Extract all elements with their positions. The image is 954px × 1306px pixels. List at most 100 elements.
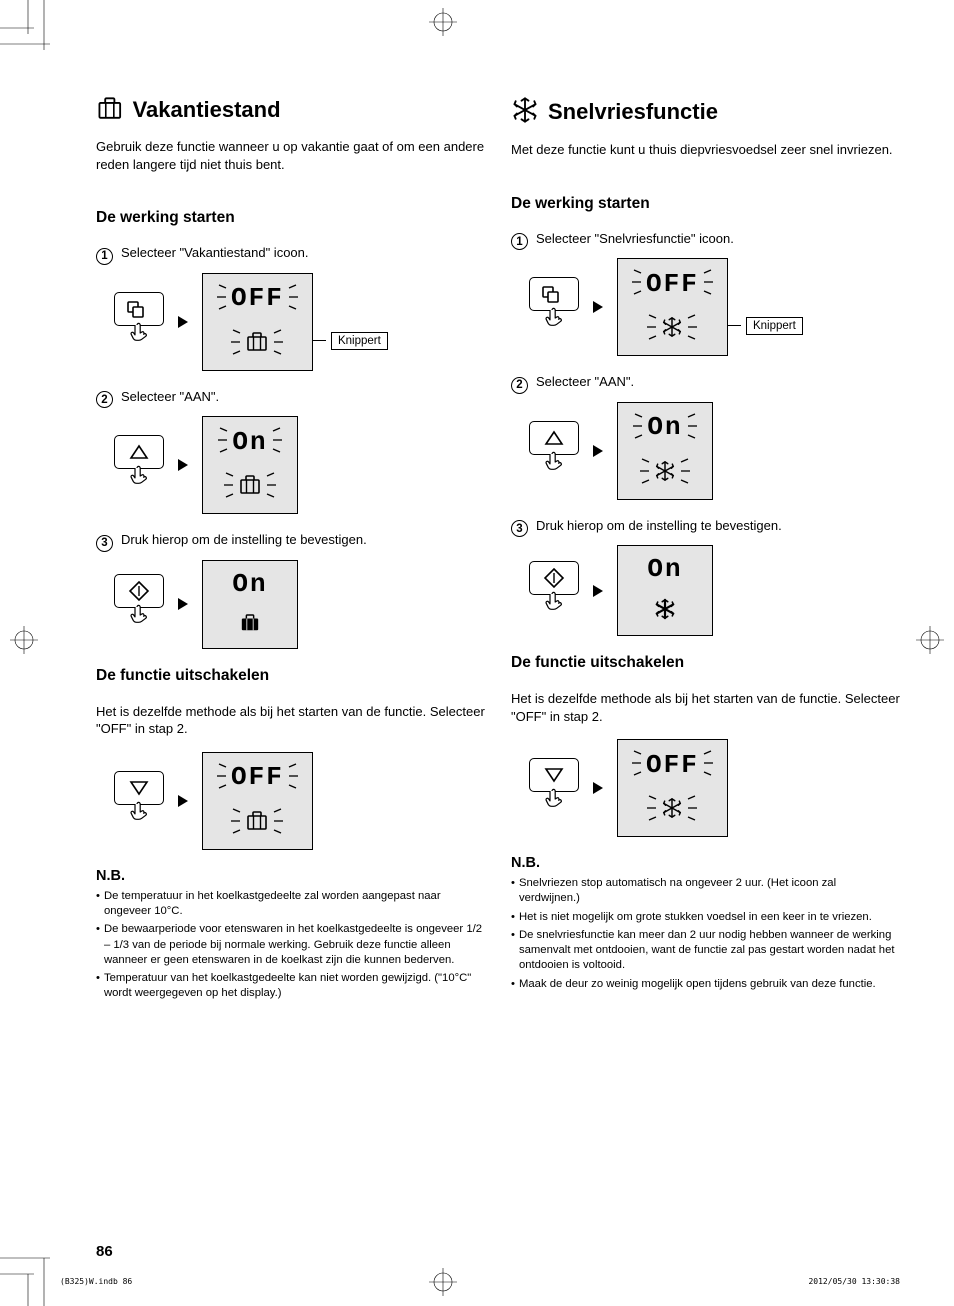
hand-icon xyxy=(127,604,151,633)
step-text: Selecteer "Snelvriesfunctie" icoon. xyxy=(536,231,734,246)
flash-marks-icon xyxy=(216,427,228,456)
hand-icon xyxy=(542,307,566,336)
step-text: Selecteer "AAN". xyxy=(121,389,219,404)
button-press-illustration xyxy=(114,435,164,495)
figure: On xyxy=(114,560,485,649)
figure: On xyxy=(114,416,485,514)
flash-marks-icon xyxy=(703,750,715,779)
display-panel: OFF xyxy=(617,739,728,837)
notes-list: De temperatuur in het koelkastgedeelte z… xyxy=(96,889,485,1002)
page-content: Vakantiestand Gebruik deze functie wanne… xyxy=(96,96,900,1236)
display-panel: On xyxy=(617,545,713,636)
left-column: Vakantiestand Gebruik deze functie wanne… xyxy=(96,96,485,1005)
button-press-illustration xyxy=(529,561,579,621)
step: 2 Selecteer "AAN". xyxy=(96,389,485,407)
step-number: 3 xyxy=(96,535,113,552)
mode-icon xyxy=(654,460,676,485)
hand-icon xyxy=(127,322,151,351)
figure: OFF Knippert xyxy=(114,273,485,371)
arrow-right-icon xyxy=(593,445,603,457)
step-number: 2 xyxy=(511,377,528,394)
hand-icon xyxy=(542,788,566,817)
flash-marks-icon xyxy=(288,763,300,792)
control-button xyxy=(114,771,164,805)
display-text: OFF xyxy=(646,271,699,297)
button-press-illustration xyxy=(114,771,164,831)
arrow-right-icon xyxy=(593,585,603,597)
display-panel: On xyxy=(202,416,298,514)
hand-icon xyxy=(542,451,566,480)
step-text: Druk hierop om de instelling te bevestig… xyxy=(536,518,782,533)
mode-icon xyxy=(654,598,676,623)
disable-heading: De functie uitschakelen xyxy=(511,654,900,672)
notes-heading: N.B. xyxy=(96,868,485,884)
start-heading: De werking starten xyxy=(511,195,900,213)
flash-marks-icon xyxy=(687,314,699,343)
flash-marks-icon xyxy=(215,763,227,792)
intro-text: Met deze functie kunt u thuis diepvriesv… xyxy=(511,141,900,159)
notes-heading: N.B. xyxy=(511,855,900,871)
display-panel: On xyxy=(202,560,298,649)
hand-icon xyxy=(127,801,151,830)
start-heading: De werking starten xyxy=(96,209,485,227)
arrow-right-icon xyxy=(593,782,603,794)
flash-marks-icon xyxy=(222,472,234,501)
step: 1 Selecteer "Snelvriesfunctie" icoon. xyxy=(511,231,900,249)
step-number: 2 xyxy=(96,391,113,408)
step-number: 3 xyxy=(511,520,528,537)
button-press-illustration xyxy=(529,421,579,481)
flash-marks-icon xyxy=(229,808,241,837)
display-text: OFF xyxy=(646,752,699,778)
figure: OFF xyxy=(114,752,485,850)
flash-marks-icon xyxy=(645,314,657,343)
display-text: OFF xyxy=(231,285,284,311)
display-panel: On xyxy=(617,402,713,500)
hand-icon xyxy=(127,465,151,494)
note-item: Maak de deur zo weinig mogelijk open tij… xyxy=(511,977,900,992)
snowflake-icon xyxy=(511,96,539,127)
control-button xyxy=(529,561,579,595)
note-item: De temperatuur in het koelkastgedeelte z… xyxy=(96,889,485,920)
mode-icon xyxy=(238,474,262,499)
flash-marks-icon xyxy=(645,795,657,824)
control-button xyxy=(529,277,579,311)
mode-icon xyxy=(661,316,683,341)
flash-marks-icon xyxy=(703,269,715,298)
page-number: 86 xyxy=(96,1243,113,1260)
display-text: On xyxy=(647,556,682,582)
step-text: Selecteer "AAN". xyxy=(536,374,634,389)
arrow-right-icon xyxy=(178,598,188,610)
control-button xyxy=(529,758,579,792)
suitcase-icon xyxy=(96,96,124,124)
notes-list: Snelvriezen stop automatisch na ongeveer… xyxy=(511,876,900,992)
mode-icon xyxy=(245,331,269,356)
disable-text: Het is dezelfde methode als bij het star… xyxy=(511,690,900,725)
intro-text: Gebruik deze functie wanneer u op vakant… xyxy=(96,138,485,173)
note-item: Snelvriezen stop automatisch na ongeveer… xyxy=(511,876,900,907)
note-item: Temperatuur van het koelkastgedeelte kan… xyxy=(96,971,485,1002)
control-button xyxy=(114,292,164,326)
figure: OFF xyxy=(529,739,900,837)
step-text: Druk hierop om de instelling te bevestig… xyxy=(121,532,367,547)
flash-marks-icon xyxy=(215,284,227,313)
control-button xyxy=(114,574,164,608)
flash-marks-icon xyxy=(272,427,284,456)
disable-text: Het is dezelfde methode als bij het star… xyxy=(96,703,485,738)
flash-marks-icon xyxy=(638,458,650,487)
button-press-illustration xyxy=(529,277,579,337)
button-press-illustration xyxy=(114,292,164,352)
arrow-right-icon xyxy=(178,316,188,328)
mode-icon xyxy=(661,797,683,822)
figure: On xyxy=(529,545,900,636)
display-panel: OFF Knippert xyxy=(617,258,728,356)
figure: OFF Knippert xyxy=(529,258,900,356)
step-text: Selecteer "Vakantiestand" icoon. xyxy=(121,245,309,260)
disable-heading: De functie uitschakelen xyxy=(96,667,485,685)
flash-marks-icon xyxy=(630,269,642,298)
blink-label: Knippert xyxy=(331,332,388,350)
footer-file-meta: (B325)W.indb 86 xyxy=(60,1277,132,1286)
step: 3 Druk hierop om de instelling te bevest… xyxy=(96,532,485,550)
footer-timestamp: 2012/05/30 13:30:38 xyxy=(808,1277,900,1286)
flash-marks-icon xyxy=(687,795,699,824)
step-number: 1 xyxy=(511,233,528,250)
